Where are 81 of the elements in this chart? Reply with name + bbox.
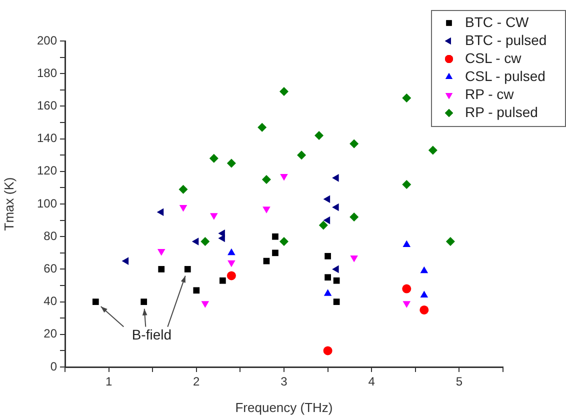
point (228, 260, 236, 268)
point (92, 298, 99, 305)
point (402, 301, 411, 308)
point (280, 174, 288, 181)
point (272, 250, 278, 256)
point (324, 289, 332, 296)
point (350, 139, 359, 148)
point (402, 240, 411, 247)
point (402, 284, 412, 294)
x-tick-label: 3 (280, 374, 288, 389)
y-tick-label: 100 (36, 196, 58, 210)
point (350, 212, 359, 222)
point (258, 122, 267, 132)
point (420, 266, 428, 274)
point (156, 208, 164, 216)
y-tick-label: 140 (36, 131, 58, 146)
point (333, 298, 340, 305)
point (209, 154, 218, 163)
point (200, 236, 210, 246)
y-tick-label: 120 (36, 164, 58, 178)
y-tick-label: 60 (44, 262, 58, 276)
point (280, 87, 288, 96)
point (324, 252, 331, 260)
x-axis-title: Frequency (THz) (235, 400, 333, 415)
legend-label: CSL - pulsed (465, 68, 546, 84)
annotation: B-field (132, 326, 172, 343)
point (324, 274, 331, 281)
point (226, 271, 236, 280)
legend-label: BTC - pulsed (465, 32, 547, 48)
point (158, 266, 165, 272)
x-tick-label: 4 (368, 374, 376, 389)
point (318, 220, 328, 230)
point (280, 236, 288, 246)
point (272, 233, 278, 240)
point (446, 236, 455, 246)
y-tick-label: 200 (36, 33, 58, 48)
point (332, 203, 339, 212)
point (323, 216, 330, 224)
point (420, 290, 428, 298)
y-axis-title: Tmax (K) (1, 177, 16, 231)
point (218, 234, 225, 242)
point (323, 346, 332, 356)
x-tick-label: 1 (105, 374, 112, 389)
point (350, 256, 358, 262)
point (179, 205, 188, 212)
point (333, 277, 340, 284)
point (122, 257, 129, 265)
point (402, 180, 412, 189)
point (178, 184, 188, 194)
point (140, 298, 148, 305)
point (262, 206, 270, 214)
y-tick-label: 0 (50, 359, 58, 374)
point (228, 248, 236, 256)
point (226, 158, 236, 168)
legend-label: CSL - cw (465, 50, 522, 66)
point (157, 249, 166, 256)
point (201, 301, 210, 308)
point (332, 265, 339, 274)
point (323, 195, 330, 204)
legend-label: RP - cw (465, 86, 515, 102)
point (210, 213, 218, 220)
point (193, 287, 200, 294)
y-tick-label: 20 (44, 326, 58, 341)
point (420, 305, 429, 314)
point (402, 94, 412, 103)
y-tick-label: 160 (36, 98, 58, 113)
legend-label: BTC - CW (465, 14, 530, 30)
point (184, 266, 191, 272)
x-tick-label: 5 (456, 374, 463, 389)
point (428, 146, 438, 155)
point (262, 175, 271, 184)
y-tick-label: 40 (44, 294, 58, 308)
point (332, 174, 339, 182)
point (297, 150, 306, 160)
point (220, 277, 226, 284)
y-tick-label: 180 (36, 66, 58, 80)
legend-label: RP - pulsed (465, 104, 538, 120)
point (192, 238, 199, 246)
y-tick-label: 80 (44, 228, 58, 243)
point (314, 131, 324, 140)
x-tick-label: 2 (193, 374, 200, 389)
